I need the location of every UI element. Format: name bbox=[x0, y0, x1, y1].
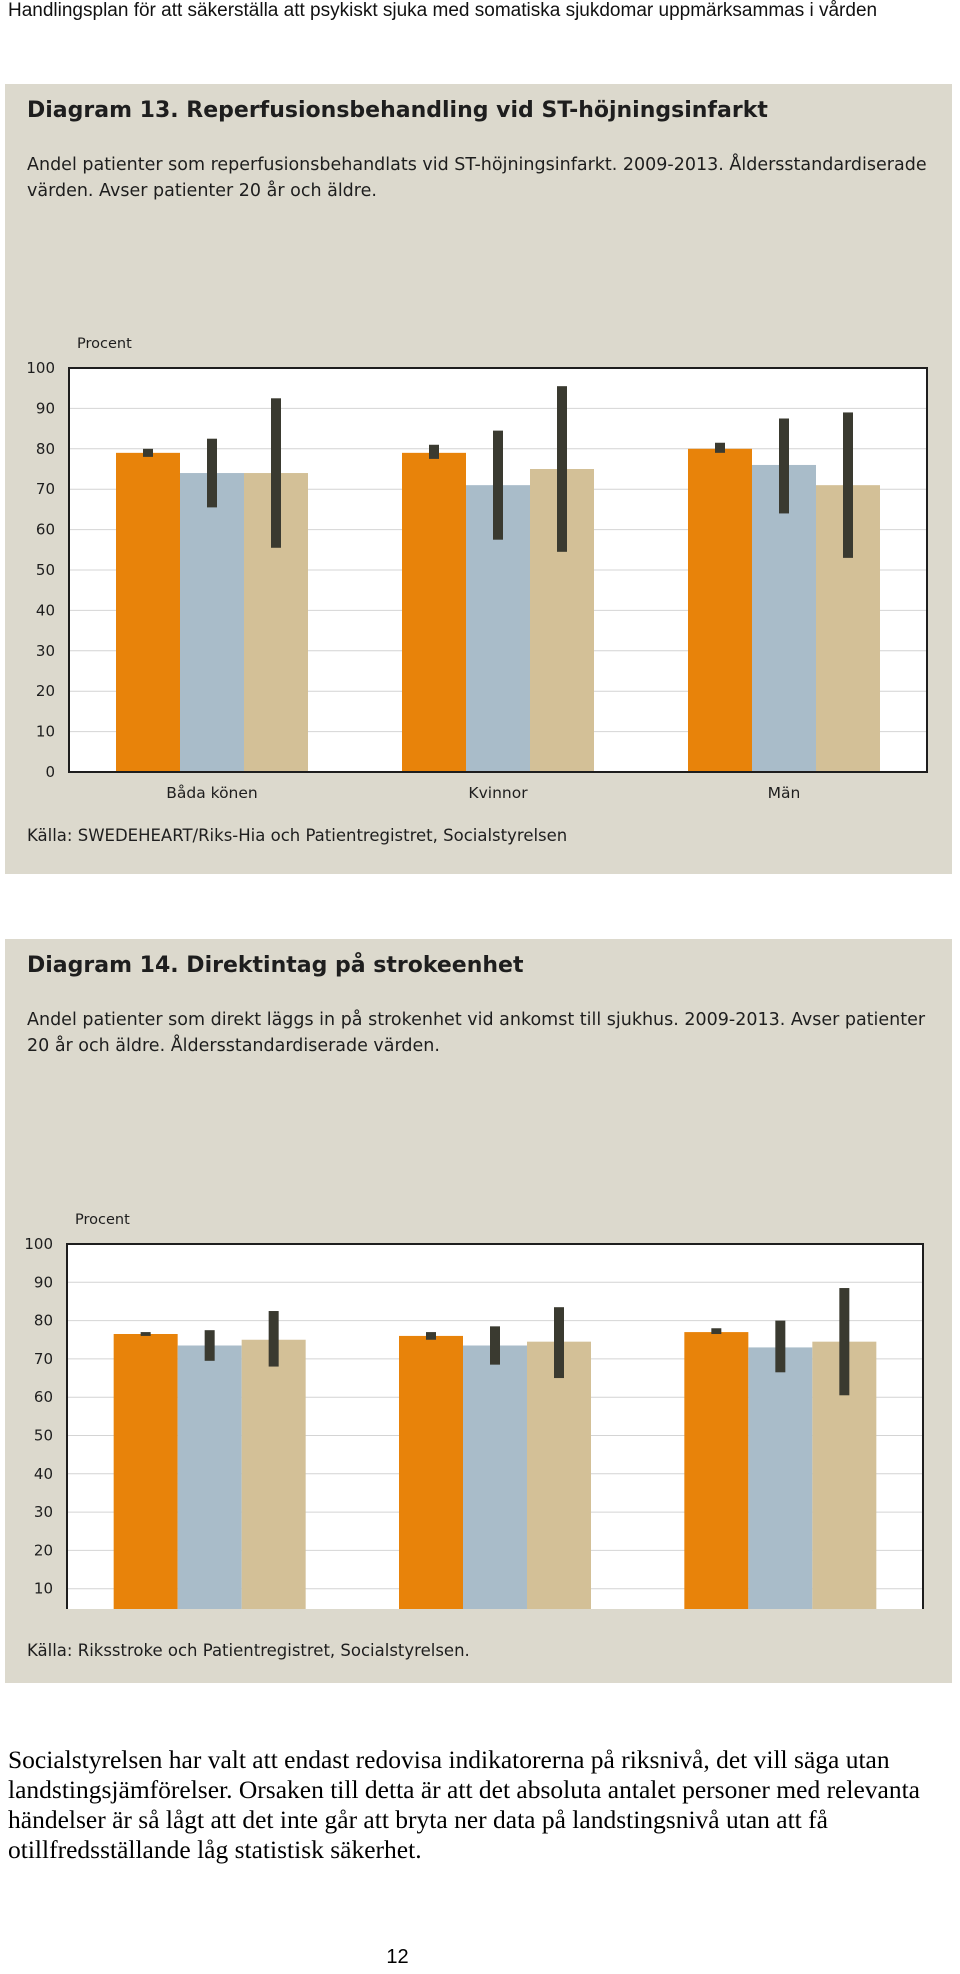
y-tick-label: 80 bbox=[34, 1312, 53, 1330]
bar bbox=[527, 1341, 591, 1609]
y-axis-label: Procent bbox=[75, 1212, 130, 1228]
error-bar bbox=[426, 1332, 436, 1340]
page-number: 12 bbox=[386, 1946, 409, 1968]
plot-frame bbox=[66, 1243, 924, 1609]
y-tick-label: 100 bbox=[26, 359, 55, 377]
diagram-subtitle: Andel patienter som direkt läggs in på s… bbox=[27, 1010, 926, 1056]
x-category-label: Kvinnor bbox=[468, 784, 528, 802]
y-tick-label: 90 bbox=[34, 1273, 53, 1291]
y-tick-label: 60 bbox=[34, 1388, 53, 1406]
error-bar bbox=[490, 1326, 500, 1365]
y-tick-label: 30 bbox=[34, 1503, 53, 1521]
y-tick-label: 50 bbox=[36, 561, 55, 579]
bar bbox=[748, 1347, 813, 1609]
error-bar bbox=[268, 1311, 279, 1367]
chart-source: Källa: SWEDEHEART/Riks-Hia och Patientre… bbox=[27, 826, 568, 845]
x-category-label: Båda könen bbox=[166, 784, 258, 802]
y-tick-label: 30 bbox=[36, 642, 55, 660]
bar bbox=[241, 1339, 306, 1609]
error-bar bbox=[207, 438, 217, 508]
y-tick-label: 0 bbox=[45, 763, 55, 781]
y-tick-label: 70 bbox=[36, 480, 55, 498]
bar bbox=[113, 1334, 178, 1609]
diagram-14-panel: Diagram 14. Direktintag på strokeenhet A… bbox=[5, 939, 952, 1683]
error-bar bbox=[711, 1328, 722, 1335]
running-head: Handlingsplan för att säkerställa att ps… bbox=[8, 0, 878, 21]
error-bar bbox=[715, 442, 725, 453]
error-bar bbox=[557, 386, 567, 552]
y-tick-label: 90 bbox=[36, 399, 55, 417]
y-axis-label: Procent bbox=[77, 336, 132, 352]
diagram-title: Diagram 13. Reperfusionsbehandling vid S… bbox=[27, 98, 768, 123]
diagram-title: Diagram 14. Direktintag på strokeenhet bbox=[27, 953, 524, 978]
bar bbox=[402, 452, 466, 772]
error-bar bbox=[493, 430, 503, 540]
body-paragraph: Socialstyrelsen har valt att endast redo… bbox=[8, 1745, 920, 1864]
error-bar bbox=[839, 1288, 850, 1396]
y-tick-label: 40 bbox=[36, 601, 55, 619]
y-tick-label: 40 bbox=[34, 1465, 53, 1483]
plot-frame bbox=[68, 367, 928, 773]
bar bbox=[180, 473, 244, 772]
bar bbox=[688, 448, 752, 772]
error-bar bbox=[429, 444, 439, 459]
error-bar bbox=[140, 1332, 151, 1336]
error-bar bbox=[204, 1330, 215, 1361]
y-tick-label: 20 bbox=[36, 682, 55, 700]
error-bar bbox=[271, 398, 281, 548]
error-bar bbox=[843, 412, 853, 558]
y-tick-label: 100 bbox=[24, 1235, 53, 1253]
bar bbox=[752, 464, 816, 772]
diagram-13-chart: 0 10 20 30 40 50 60 70 80 90 100 Procent Båda könen K… bbox=[26, 336, 928, 802]
diagram-13-panel: Diagram 13. Reperfusionsbehandling vid S… bbox=[5, 84, 952, 874]
x-category-label: Män bbox=[768, 784, 801, 802]
y-tick-label: 80 bbox=[36, 440, 55, 458]
bar bbox=[463, 1345, 527, 1609]
y-tick-label: 20 bbox=[34, 1541, 53, 1559]
chart-source: Källa: Riksstroke och Patientregistret, … bbox=[27, 1641, 470, 1660]
y-tick-label: 10 bbox=[34, 1580, 53, 1598]
y-tick-label: 70 bbox=[34, 1350, 53, 1368]
bar bbox=[116, 452, 180, 772]
error-bar bbox=[554, 1307, 564, 1379]
y-tick-label: 50 bbox=[34, 1427, 53, 1445]
bar bbox=[177, 1345, 242, 1609]
bar bbox=[684, 1332, 749, 1609]
error-bar bbox=[779, 418, 789, 514]
y-tick-label: 10 bbox=[36, 723, 55, 741]
y-tick-label: 60 bbox=[36, 521, 55, 539]
bar bbox=[399, 1335, 463, 1609]
diagram-subtitle: Andel patienter som reperfusionsbehandla… bbox=[27, 155, 927, 201]
error-bar bbox=[775, 1320, 786, 1373]
error-bar bbox=[143, 448, 153, 457]
